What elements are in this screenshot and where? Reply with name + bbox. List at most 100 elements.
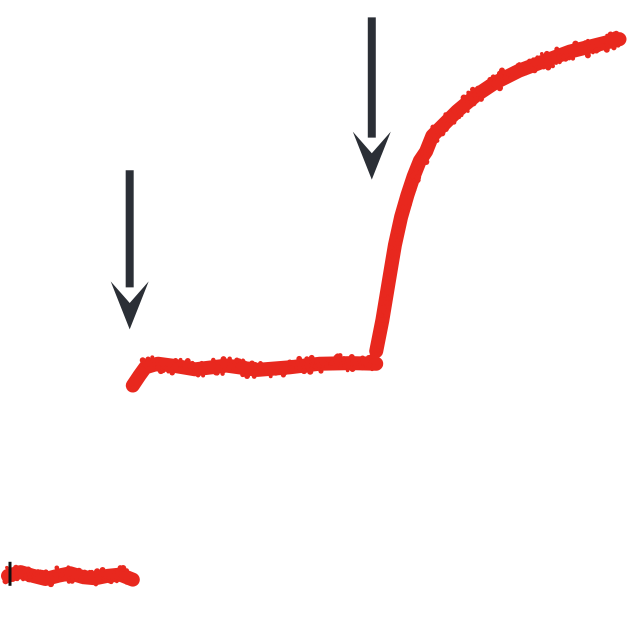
data-point bbox=[604, 42, 610, 48]
data-point bbox=[567, 49, 572, 54]
data-point bbox=[400, 204, 406, 210]
data-point bbox=[443, 112, 448, 117]
data-point bbox=[166, 361, 173, 368]
data-point bbox=[27, 578, 32, 583]
data-point bbox=[64, 569, 69, 574]
data-point bbox=[184, 357, 191, 364]
data-point bbox=[52, 572, 59, 578]
data-point bbox=[430, 124, 436, 130]
data-point bbox=[531, 67, 538, 74]
data-point bbox=[454, 104, 460, 111]
data-point bbox=[345, 358, 351, 364]
data-point bbox=[384, 313, 389, 318]
data-point bbox=[258, 361, 263, 366]
data-point bbox=[380, 330, 387, 337]
data-point bbox=[534, 65, 539, 69]
data-point bbox=[397, 213, 402, 219]
data-point bbox=[236, 370, 240, 374]
data-point bbox=[318, 368, 323, 374]
data-point bbox=[481, 88, 487, 94]
data-point bbox=[599, 37, 606, 44]
data-point bbox=[370, 342, 377, 349]
data-point bbox=[369, 366, 375, 372]
data-point bbox=[511, 66, 515, 70]
data-point bbox=[545, 64, 552, 71]
data-point bbox=[572, 40, 579, 47]
data-point bbox=[611, 44, 617, 51]
data-point bbox=[227, 356, 232, 361]
data-point bbox=[330, 357, 335, 362]
data-point bbox=[475, 93, 480, 97]
data-point bbox=[49, 571, 54, 577]
data-point bbox=[241, 360, 248, 367]
data-point bbox=[89, 569, 94, 574]
data-point bbox=[395, 222, 401, 228]
data-point bbox=[460, 110, 465, 114]
data-point bbox=[309, 366, 314, 371]
data-point bbox=[411, 187, 417, 193]
data-point bbox=[522, 63, 527, 69]
data-point bbox=[423, 158, 430, 166]
data-point bbox=[160, 361, 166, 368]
data-point bbox=[403, 209, 409, 214]
data-point bbox=[114, 579, 119, 584]
data-point bbox=[513, 74, 517, 78]
data-point bbox=[90, 577, 96, 583]
data-point bbox=[466, 109, 470, 113]
data-point bbox=[359, 365, 365, 371]
data-point bbox=[535, 55, 540, 60]
data-point bbox=[544, 59, 549, 64]
data-point bbox=[231, 365, 236, 370]
data-point bbox=[402, 193, 409, 200]
data-point bbox=[538, 56, 545, 63]
data-point bbox=[267, 369, 274, 376]
data-point bbox=[103, 578, 107, 582]
data-point bbox=[304, 362, 311, 369]
data-point bbox=[377, 335, 382, 341]
data-point bbox=[205, 368, 210, 373]
data-point bbox=[374, 352, 378, 356]
data-point bbox=[414, 156, 419, 161]
data-point bbox=[150, 355, 155, 360]
data-point bbox=[114, 574, 120, 580]
data-point bbox=[278, 368, 283, 373]
data-point bbox=[492, 79, 497, 84]
data-point bbox=[444, 121, 451, 128]
data-point bbox=[374, 332, 379, 336]
data-point bbox=[543, 50, 550, 58]
data-point bbox=[272, 369, 279, 376]
data-point bbox=[140, 372, 145, 378]
data-point bbox=[365, 366, 370, 371]
data-point bbox=[235, 363, 241, 369]
data-point bbox=[178, 357, 183, 362]
data-point bbox=[498, 74, 504, 79]
data-point bbox=[446, 117, 452, 123]
data-point bbox=[27, 573, 33, 579]
data-point bbox=[478, 95, 483, 101]
data-point bbox=[465, 106, 469, 111]
data-point bbox=[613, 30, 620, 37]
data-point bbox=[137, 375, 141, 379]
data-point bbox=[146, 366, 150, 370]
data-point bbox=[190, 360, 195, 365]
data-point bbox=[182, 364, 186, 368]
data-point bbox=[531, 57, 536, 62]
data-point bbox=[209, 362, 217, 369]
data-point bbox=[237, 358, 242, 363]
data-point bbox=[541, 65, 546, 70]
data-point bbox=[161, 369, 166, 374]
data-point bbox=[248, 360, 256, 367]
data-point bbox=[58, 576, 62, 580]
data-point bbox=[386, 283, 391, 288]
data-point bbox=[616, 43, 621, 48]
data-point bbox=[506, 71, 511, 77]
data-point bbox=[155, 364, 161, 371]
data-point bbox=[586, 38, 590, 43]
data-point bbox=[603, 46, 610, 53]
data-point bbox=[251, 373, 257, 379]
data-point bbox=[342, 365, 347, 370]
data-point bbox=[593, 47, 600, 54]
data-point bbox=[129, 388, 134, 393]
data-point bbox=[487, 79, 492, 84]
